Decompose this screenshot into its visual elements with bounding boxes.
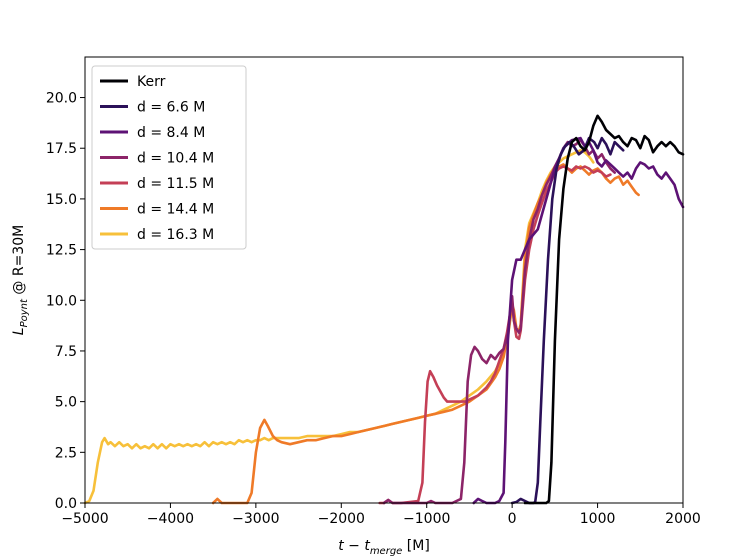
y-tick-label: 17.5	[46, 141, 77, 157]
legend-label: d = 6.6 M	[137, 100, 205, 116]
y-tick-label: 12.5	[46, 243, 77, 259]
x-tick-label: −2000	[318, 511, 365, 527]
y-axis-label-sub: Poynt	[19, 298, 30, 327]
legend-label: d = 16.3 M	[137, 227, 214, 243]
x-tick-label: 1000	[580, 511, 616, 527]
series-line	[523, 114, 685, 505]
y-tick-label: 15.0	[46, 192, 77, 208]
legend-label: d = 11.5 M	[137, 176, 214, 192]
legend-label: d = 14.4 M	[137, 202, 214, 218]
legend-label: d = 8.4 M	[137, 125, 205, 141]
x-tick-label: −5000	[61, 511, 108, 527]
legend-label: d = 10.4 M	[137, 151, 214, 167]
x-axis-label-main: t − t	[338, 538, 370, 554]
x-tick-label: −1000	[403, 511, 450, 527]
y-axis-label-rest: @ R=30M	[11, 225, 27, 299]
y-axis-label: LPoynt @ R=30M	[11, 225, 30, 335]
axes-frame	[84, 56, 684, 504]
y-tick-label: 20.0	[46, 91, 77, 107]
x-axis-label-sub: merge	[370, 546, 403, 557]
x-tick-label: −3000	[232, 511, 279, 527]
x-tick-label: −4000	[147, 511, 194, 527]
y-tick-label: 2.5	[55, 445, 77, 461]
x-axis-label: t − tmerge [M]	[338, 538, 430, 557]
legend: Kerr d = 6.6 M d = 8.4 M d = 10.4 M d = 11.5…	[91, 65, 247, 250]
legend-label: Kerr	[137, 74, 166, 90]
y-axis-label-main: L	[11, 327, 27, 335]
series-line	[510, 136, 625, 505]
series-line	[211, 163, 640, 505]
series-line	[378, 165, 612, 505]
y-tick-label: 10.0	[46, 293, 77, 309]
series-line	[382, 138, 616, 505]
series-line	[472, 136, 685, 505]
y-tick-label: 0.0	[55, 496, 77, 512]
legend-frame	[91, 65, 247, 250]
y-tick-label: 7.5	[55, 344, 77, 360]
x-tick-label: 0	[508, 511, 517, 527]
y-tick-label: 5.0	[55, 395, 77, 411]
x-axis-label-unit: [M]	[402, 538, 429, 554]
x-tick-label: 2000	[665, 511, 701, 527]
axis-ticks: −5000 −4000 −3000 −2000 −1000 0 1000 2000 0.0 2.5…	[46, 91, 701, 527]
